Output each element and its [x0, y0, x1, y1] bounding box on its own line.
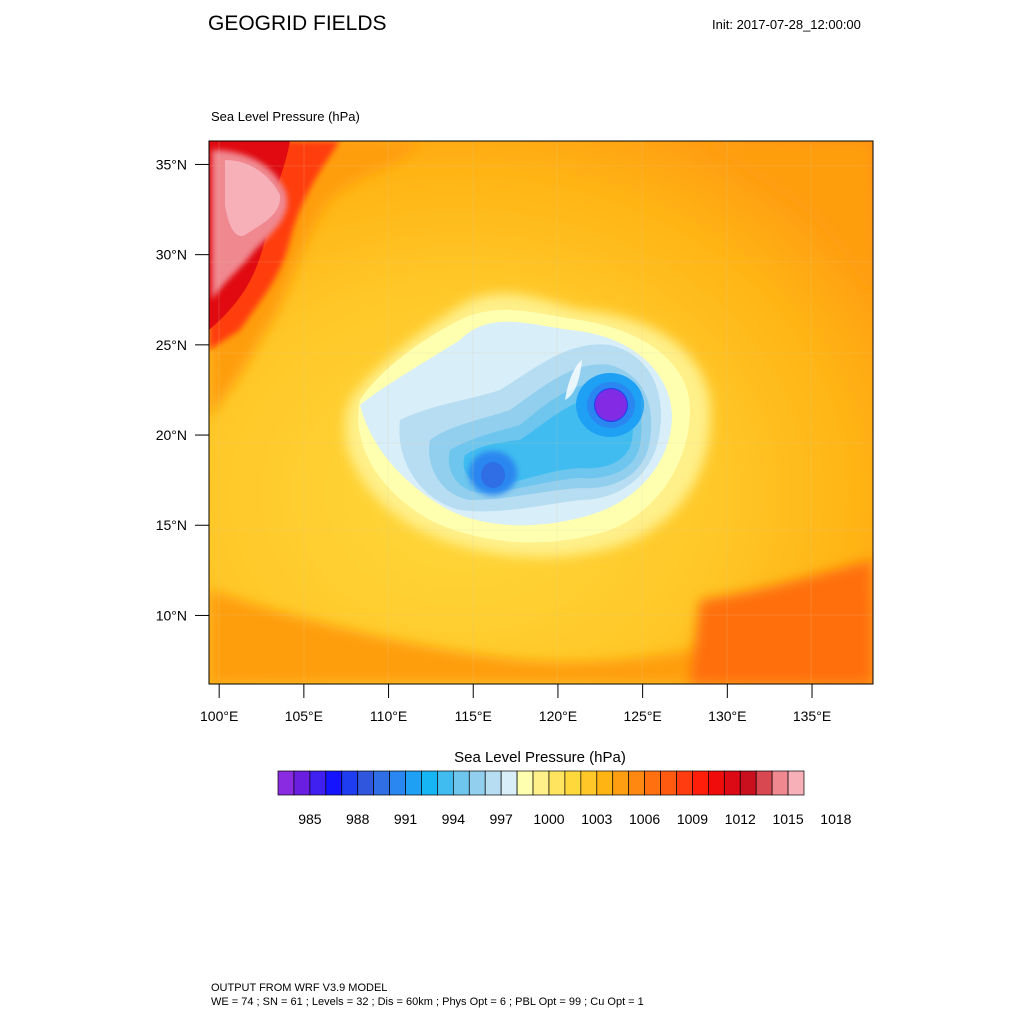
colorbar-swatch	[500, 770, 518, 796]
colorbar-label: 991	[394, 811, 418, 827]
lat-tick-label: 20°N	[156, 427, 187, 443]
lat-tick-label: 10°N	[156, 607, 187, 623]
colorbar-label: 1018	[820, 811, 851, 827]
lon-tick-label: 100°E	[200, 708, 238, 724]
lat-tick-label: 15°N	[156, 517, 187, 533]
footer-model: OUTPUT FROM WRF V3.9 MODEL	[211, 982, 388, 994]
longitude-axis: 100°E 105°E 110°E 115°E 120°E 125°E 130°E 135°E	[200, 684, 831, 724]
colorbar-swatch	[341, 770, 359, 796]
colorbar	[277, 770, 805, 796]
colorbar-swatch	[692, 770, 709, 796]
colorbar-swatch	[373, 770, 390, 796]
colorbar-label: 988	[346, 811, 370, 827]
colorbar-swatch	[405, 770, 422, 796]
init-time-label: Init: 2017-07-28_12:00:00	[712, 17, 861, 32]
colorbar-label: 1006	[629, 811, 660, 827]
colorbar-label: 994	[442, 811, 466, 827]
colorbar-swatch	[421, 770, 438, 796]
pressure-field	[209, 141, 873, 684]
lon-tick-label: 120°E	[539, 708, 577, 724]
colorbar-swatch	[532, 770, 550, 796]
colorbar-swatch	[293, 770, 311, 796]
chart-title: GEOGRID FIELDS	[208, 12, 387, 35]
lon-tick-label: 135°E	[793, 708, 831, 724]
latitude-axis: 35°N 30°N 25°N 20°N 15°N 10°N	[156, 156, 209, 623]
colorbar-swatch	[437, 770, 454, 796]
map-frame	[208, 140, 874, 685]
lat-tick-label: 35°N	[156, 156, 187, 172]
colorbar-swatch	[739, 770, 757, 796]
colorbar-swatch	[468, 770, 486, 796]
colorbar-swatch	[580, 770, 598, 796]
colorbar-label: 1015	[772, 811, 803, 827]
colorbar-labels: 985 988 991 994 997 1000 1003 1006 1009 1012 1015 1…	[298, 811, 851, 827]
lon-tick-label: 105°E	[285, 708, 323, 724]
colorbar-swatch	[277, 770, 295, 796]
colorbar-swatch	[596, 770, 614, 796]
colorbar-swatch	[389, 770, 406, 796]
colorbar-swatch	[787, 770, 805, 796]
colorbar-label: 1012	[725, 811, 756, 827]
colorbar-swatch	[771, 770, 789, 796]
colorbar-swatch	[676, 770, 693, 796]
colorbar-swatch	[357, 770, 374, 796]
colorbar-swatch	[564, 770, 582, 796]
colorbar-label: 997	[489, 811, 513, 827]
colorbar-title: Sea Level Pressure (hPa)	[454, 749, 626, 766]
colorbar-label: 1003	[581, 811, 612, 827]
lat-tick-label: 30°N	[156, 247, 187, 263]
lon-tick-label: 130°E	[708, 708, 746, 724]
lon-tick-label: 110°E	[370, 708, 407, 724]
lat-tick-label: 25°N	[156, 337, 187, 353]
colorbar-label: 1009	[677, 811, 708, 827]
colorbar-swatch	[644, 770, 661, 796]
colorbar-swatch	[548, 770, 566, 796]
colorbar-swatch	[516, 770, 534, 796]
lon-tick-label: 125°E	[623, 708, 661, 724]
colorbar-swatch	[325, 770, 343, 796]
colorbar-swatch	[309, 770, 327, 796]
field-label: Sea Level Pressure (hPa)	[211, 109, 360, 124]
colorbar-swatch	[723, 770, 741, 796]
footer-params: WE = 74 ; SN = 61 ; Levels = 32 ; Dis = …	[211, 996, 644, 1008]
colorbar-swatch	[612, 770, 630, 796]
lon-tick-label: 115°E	[455, 708, 492, 724]
colorbar-swatch	[708, 770, 725, 796]
colorbar-swatch	[628, 770, 645, 796]
colorbar-label: 985	[298, 811, 322, 827]
colorbar-swatch	[660, 770, 677, 796]
colorbar-swatch	[755, 770, 773, 796]
colorbar-swatch	[452, 770, 470, 796]
colorbar-label: 1000	[533, 811, 564, 827]
colorbar-swatch	[484, 770, 502, 796]
